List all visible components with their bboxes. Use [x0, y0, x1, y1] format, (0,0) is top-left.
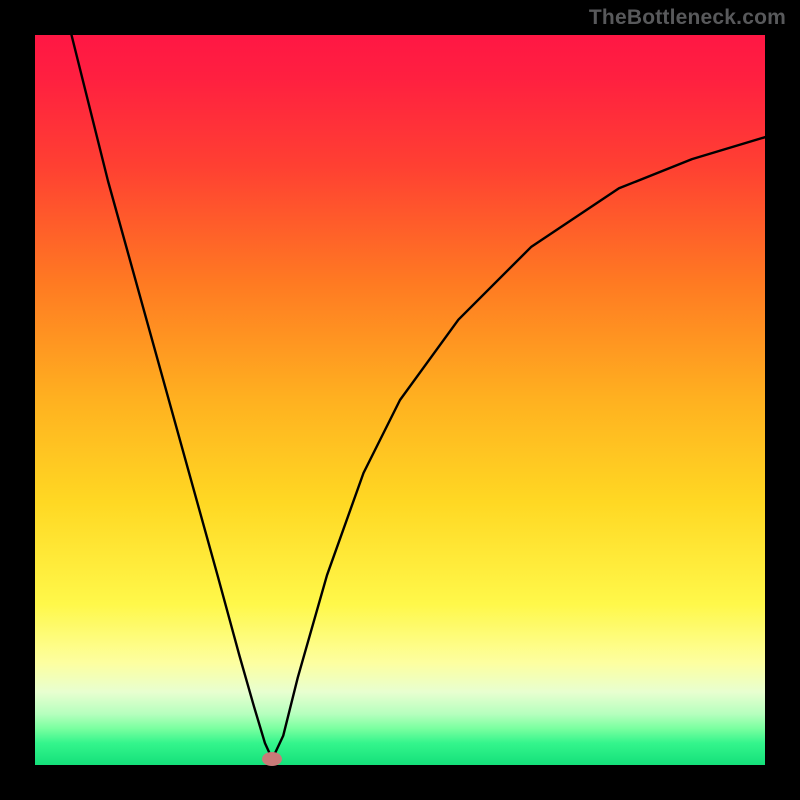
bottleneck-curve — [35, 35, 765, 765]
watermark-text: TheBottleneck.com — [589, 6, 786, 30]
chart-frame: TheBottleneck.com — [0, 0, 800, 800]
curve-left — [72, 35, 273, 759]
plot-area — [35, 35, 765, 765]
optimal-point-marker — [262, 752, 282, 766]
curve-right — [272, 137, 765, 759]
